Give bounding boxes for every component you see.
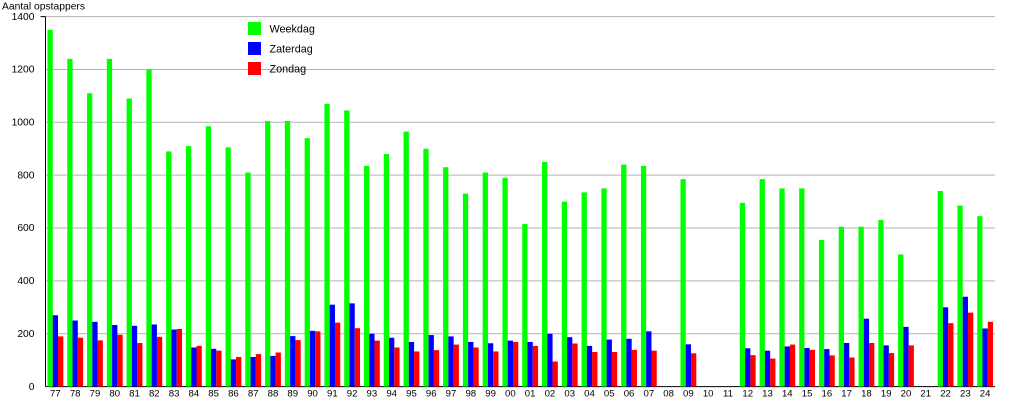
svg-text:79: 79 [90, 388, 101, 399]
svg-text:09: 09 [683, 388, 694, 399]
svg-text:85: 85 [208, 388, 219, 399]
svg-text:90: 90 [307, 388, 318, 399]
svg-text:00: 00 [505, 388, 516, 399]
svg-text:82: 82 [149, 388, 160, 399]
svg-text:21: 21 [920, 388, 931, 399]
svg-text:1000: 1000 [12, 118, 35, 129]
svg-text:77: 77 [50, 388, 61, 399]
svg-text:18: 18 [861, 388, 872, 399]
svg-text:06: 06 [624, 388, 635, 399]
svg-text:13: 13 [762, 388, 773, 399]
svg-text:03: 03 [564, 388, 575, 399]
svg-text:15: 15 [802, 388, 813, 399]
svg-text:11: 11 [723, 388, 733, 399]
svg-text:88: 88 [268, 388, 279, 399]
svg-text:99: 99 [485, 388, 496, 399]
svg-text:04: 04 [584, 388, 595, 399]
svg-text:91: 91 [327, 388, 338, 399]
svg-text:22: 22 [940, 388, 951, 399]
svg-text:600: 600 [17, 223, 34, 234]
svg-text:89: 89 [287, 388, 298, 399]
svg-text:98: 98 [465, 388, 476, 399]
svg-text:0: 0 [29, 382, 35, 393]
svg-text:1200: 1200 [12, 65, 35, 76]
svg-text:17: 17 [841, 388, 852, 399]
svg-text:80: 80 [109, 388, 120, 399]
svg-text:81: 81 [129, 388, 140, 399]
svg-text:96: 96 [426, 388, 437, 399]
svg-text:200: 200 [17, 329, 34, 340]
svg-text:24: 24 [980, 388, 991, 399]
svg-text:10: 10 [703, 388, 714, 399]
svg-text:12: 12 [742, 388, 753, 399]
svg-text:94: 94 [386, 388, 397, 399]
svg-text:84: 84 [189, 388, 200, 399]
svg-text:07: 07 [643, 388, 654, 399]
svg-text:95: 95 [406, 388, 417, 399]
svg-text:86: 86 [228, 388, 239, 399]
svg-text:Zaterdag: Zaterdag [270, 44, 313, 56]
svg-text:14: 14 [782, 388, 793, 399]
svg-text:83: 83 [169, 388, 180, 399]
svg-text:78: 78 [70, 388, 81, 399]
svg-text:05: 05 [604, 388, 615, 399]
svg-text:01: 01 [525, 388, 536, 399]
svg-text:87: 87 [248, 388, 259, 399]
svg-text:Zondag: Zondag [270, 64, 307, 76]
svg-text:Weekdag: Weekdag [270, 24, 315, 36]
svg-text:19: 19 [881, 388, 892, 399]
svg-text:97: 97 [446, 388, 457, 399]
svg-text:1400: 1400 [12, 12, 35, 23]
svg-text:08: 08 [663, 388, 674, 399]
svg-text:02: 02 [545, 388, 556, 399]
svg-text:400: 400 [17, 276, 34, 287]
svg-text:16: 16 [822, 388, 833, 399]
svg-text:800: 800 [17, 170, 34, 181]
svg-text:92: 92 [347, 388, 358, 399]
svg-text:20: 20 [901, 388, 912, 399]
svg-text:23: 23 [960, 388, 971, 399]
svg-text:93: 93 [367, 388, 378, 399]
